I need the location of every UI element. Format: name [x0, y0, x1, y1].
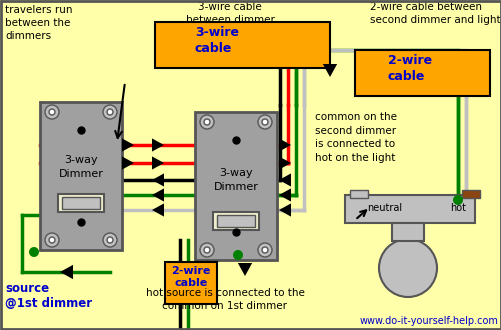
Circle shape: [29, 247, 39, 257]
Text: 2-wire
cable: 2-wire cable: [171, 266, 210, 288]
Text: 3-way
Dimmer: 3-way Dimmer: [59, 155, 103, 179]
Polygon shape: [60, 265, 73, 279]
Circle shape: [203, 119, 209, 125]
Polygon shape: [152, 203, 164, 216]
Bar: [212, 212, 259, 230]
Circle shape: [49, 109, 55, 115]
Circle shape: [262, 247, 268, 253]
Text: hot: hot: [449, 203, 465, 213]
Bar: [391, 223, 423, 241]
Polygon shape: [279, 156, 291, 170]
Bar: [40, 102, 122, 250]
Polygon shape: [152, 138, 164, 151]
Circle shape: [103, 233, 117, 247]
Text: neutral: neutral: [366, 203, 401, 213]
Circle shape: [107, 109, 113, 115]
Circle shape: [199, 243, 213, 257]
Ellipse shape: [378, 239, 436, 297]
Bar: [58, 194, 104, 212]
Text: 3-way
Dimmer: 3-way Dimmer: [213, 168, 258, 192]
Text: common on the
second dimmer
is connected to
hot on the light: common on the second dimmer is connected…: [314, 112, 396, 163]
Text: www.do-it-yourself-help.com: www.do-it-yourself-help.com: [358, 316, 497, 326]
Polygon shape: [279, 203, 291, 216]
Bar: [216, 215, 255, 227]
Circle shape: [203, 247, 209, 253]
Bar: [62, 197, 100, 209]
Text: travelers run
between the
dimmers: travelers run between the dimmers: [5, 5, 72, 41]
Polygon shape: [152, 188, 164, 202]
Bar: [344, 195, 474, 223]
Circle shape: [49, 237, 55, 243]
Text: 2-wire
cable: 2-wire cable: [387, 54, 431, 83]
Text: hot source is connected to the
common on 1st dimmer: hot source is connected to the common on…: [145, 288, 304, 311]
Polygon shape: [122, 138, 134, 151]
Circle shape: [258, 115, 272, 129]
Circle shape: [45, 105, 59, 119]
Polygon shape: [237, 263, 252, 276]
Bar: [165, 262, 216, 304]
Polygon shape: [152, 173, 164, 186]
Circle shape: [452, 195, 462, 205]
Bar: [194, 112, 277, 260]
Bar: [354, 50, 489, 96]
Bar: [155, 22, 329, 68]
Polygon shape: [279, 173, 291, 186]
Circle shape: [199, 115, 213, 129]
Circle shape: [232, 250, 242, 260]
Polygon shape: [152, 156, 164, 170]
Text: 3-wire cable
between dimmer: 3-wire cable between dimmer: [185, 2, 274, 25]
Bar: [349, 190, 367, 198]
Text: source
@1st dimmer: source @1st dimmer: [5, 282, 92, 310]
Text: 2-wire cable between
second dimmer and light: 2-wire cable between second dimmer and l…: [369, 2, 499, 25]
Bar: [461, 190, 479, 198]
Polygon shape: [122, 156, 134, 170]
Circle shape: [258, 243, 272, 257]
Circle shape: [262, 119, 268, 125]
Polygon shape: [279, 188, 291, 202]
Circle shape: [103, 105, 117, 119]
Circle shape: [45, 233, 59, 247]
Polygon shape: [322, 64, 337, 77]
Circle shape: [107, 237, 113, 243]
Polygon shape: [279, 138, 291, 151]
Text: 3-wire
cable: 3-wire cable: [194, 26, 238, 55]
